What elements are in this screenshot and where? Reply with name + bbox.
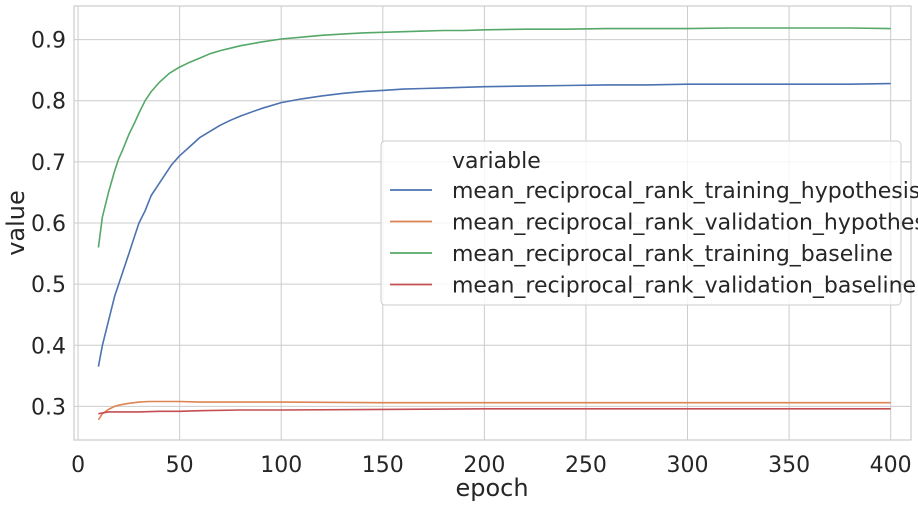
legend-title: variable (452, 149, 541, 174)
legend-entry: mean_reciprocal_rank_validation_hypothes… (452, 211, 918, 236)
y-tick-label: 0.4 (31, 334, 66, 359)
legend-entry: mean_reciprocal_rank_validation_baseline (452, 274, 916, 299)
legend-entry: mean_reciprocal_rank_training_baseline (452, 242, 893, 267)
x-tick-label: 250 (565, 453, 607, 478)
y-tick-labels: 0.3 0.4 0.5 0.6 0.7 0.8 0.9 (31, 29, 66, 421)
y-tick-label: 0.5 (31, 273, 66, 298)
y-tick-label: 0.3 (31, 395, 66, 420)
y-tick-label: 0.7 (31, 151, 66, 176)
x-tick-label: 300 (667, 453, 709, 478)
legend-box (380, 140, 902, 306)
x-axis-title: epoch (455, 474, 528, 502)
x-tick-label: 350 (768, 453, 810, 478)
plot-frame (73, 5, 912, 441)
x-tick-label: 0 (71, 453, 85, 478)
y-tick-label: 0.9 (31, 29, 66, 54)
x-tick-label: 200 (463, 453, 505, 478)
series-line-1 (97, 82, 891, 367)
y-axis-title: value (2, 190, 30, 256)
x-tick-labels: 0 50 100 150 200 250 300 350 400 (71, 453, 912, 478)
y-tick-label: 0.6 (31, 212, 66, 237)
series-line-3 (97, 27, 891, 248)
legend: variable mean_reciprocal_rank_training_h… (380, 140, 918, 306)
y-tick-label: 0.8 (31, 90, 66, 115)
x-tick-label: 150 (362, 453, 404, 478)
series-layer (97, 27, 891, 421)
x-tick-label: 400 (870, 453, 912, 478)
series-line-2 (97, 400, 891, 421)
x-tick-label: 50 (166, 453, 194, 478)
series-line-4 (98, 408, 891, 415)
legend-entry: mean_reciprocal_rank_training_hypothesis (452, 179, 918, 204)
x-tick-label: 100 (260, 453, 302, 478)
